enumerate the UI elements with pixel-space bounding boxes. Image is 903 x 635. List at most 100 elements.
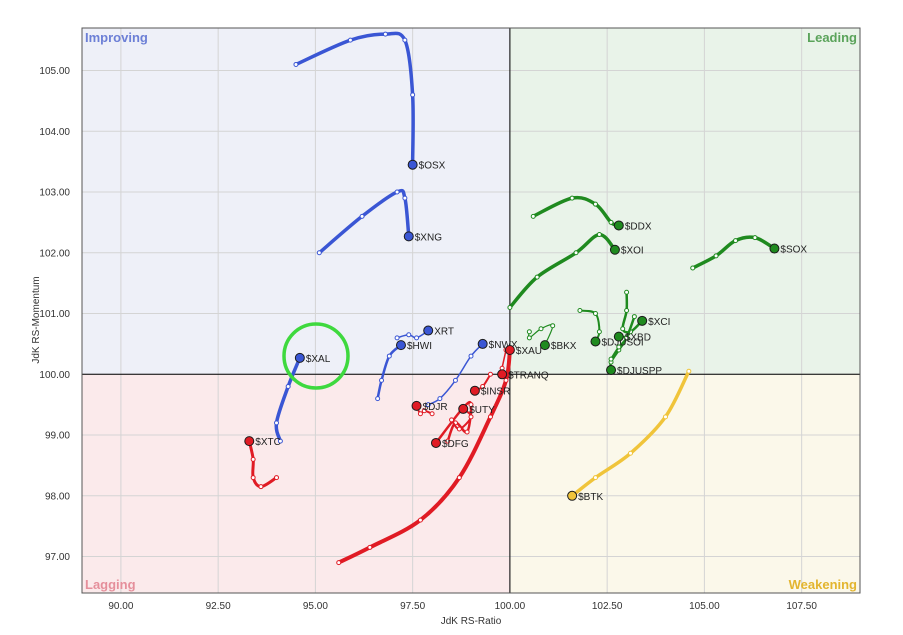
tail-point-sox [752, 235, 758, 241]
head-djuspp [606, 365, 617, 376]
quadrant-label-leading: Leading [807, 30, 857, 45]
tail-point-btk [663, 414, 668, 420]
tail-point-nwx [468, 353, 474, 359]
head-dfg [430, 437, 441, 448]
tail-point-xal [277, 438, 283, 444]
head-ddx [613, 220, 624, 231]
tail-point-xci [620, 326, 626, 332]
tail-point-dfg [445, 438, 451, 444]
label-djusoi: $DJUSOI [601, 337, 643, 348]
head-sox [769, 243, 780, 254]
tail-point-btk [686, 368, 692, 374]
y-tick-label: 98.00 [45, 491, 70, 502]
tail-point-osx [402, 37, 408, 43]
head-xoi [609, 244, 620, 255]
plot-frame [81, 27, 861, 594]
tail-point-nwx [452, 377, 458, 383]
tail-point-ddx [530, 213, 536, 219]
tail-point-xau [487, 414, 493, 420]
tail-point-btk [627, 450, 633, 456]
label-bkx: $BKX [551, 341, 577, 352]
tail-point-xbd [624, 335, 630, 341]
x-tick-label: 90.00 [108, 601, 133, 612]
label-djuspp: $DJUSPP [617, 366, 662, 377]
tail-point-djusoi [577, 308, 583, 313]
tail-point-xoi [596, 232, 602, 238]
y-tick-label: 103.00 [39, 188, 70, 199]
tail-point-xng [394, 189, 400, 195]
tail-point-djusoi [596, 329, 602, 335]
quadrant-label-weakening: Weakening [789, 577, 857, 592]
y-tick-label: 97.00 [45, 552, 70, 563]
head-xrt [423, 325, 434, 336]
y-tick-label: 104.00 [39, 127, 70, 138]
x-tick-label: 97.50 [400, 601, 425, 612]
tail-point-xtc [250, 456, 256, 462]
y-tick-label: 100.00 [39, 370, 70, 381]
tail-point-xbd [616, 344, 622, 350]
tail-point-sox [713, 253, 719, 259]
head-xng [403, 231, 414, 242]
y-tick-label: 99.00 [45, 431, 70, 442]
tail-point-xng [359, 213, 365, 219]
x-tick-label: 107.50 [786, 601, 817, 612]
tail-xal [274, 356, 302, 443]
x-axis-tick-labels: 90.00 92.50 95.00 97.50 100.00 102.50 105.00 10… [108, 601, 817, 612]
y-axis-tick-labels: 97.00 98.00 99.00 100.00 101.00 102.00 103.00 1… [39, 66, 70, 563]
x-tick-label: 95.00 [303, 601, 328, 612]
label-tranq: $TRANQ [508, 370, 549, 381]
tail-point-xoi [534, 274, 540, 280]
tail-point-xtc [274, 475, 279, 481]
tail-point-xci [624, 308, 630, 313]
tail-point-dfg [464, 429, 470, 435]
highlight-circle-xal [282, 322, 350, 390]
label-xtc: $XTC [255, 437, 281, 448]
label-hwi: $HWI [407, 341, 432, 352]
head-bkx [539, 340, 550, 351]
tail-point-xoi [507, 304, 513, 310]
label-xoi: $XOI [621, 246, 644, 257]
tail-point-ddx [608, 219, 614, 225]
quadrant-weakening [509, 374, 860, 593]
tail-point-djusoi [592, 311, 598, 317]
tail-point-xci [624, 289, 630, 295]
x-tick-label: 105.00 [689, 601, 720, 612]
tail-point-uty [456, 426, 462, 432]
tail-osx [294, 31, 415, 167]
tail-point-uty [468, 414, 474, 420]
label-dfg: $DFG [442, 439, 469, 450]
label-sox: $SOX [780, 245, 807, 256]
label-osx: $OSX [419, 161, 446, 172]
head-btk [567, 490, 578, 501]
label-xci: $XCI [648, 317, 670, 328]
y-axis-title: JdK RS-Momentum [31, 276, 42, 363]
tail-point-xau [456, 475, 462, 481]
plot-border [81, 27, 861, 594]
label-uty: $UTY [469, 405, 495, 416]
label-ddx: $DDX [625, 221, 652, 232]
x-tick-label: 100.00 [495, 601, 526, 612]
quadrant-label-improving: Improving [85, 30, 148, 45]
tail-point-hwi [386, 353, 392, 359]
head-xci [637, 315, 648, 326]
tail-point-xau [417, 517, 423, 523]
label-xng: $XNG [415, 232, 442, 243]
label-djr: $DJR [423, 402, 448, 413]
head-djusoi [590, 336, 601, 347]
head-hwi [395, 340, 406, 351]
tail-point-xbd [608, 356, 614, 362]
head-xal [294, 352, 305, 363]
head-insr [469, 385, 480, 396]
tail-point-xal [285, 383, 291, 389]
tail-point-xau [336, 560, 342, 566]
tail-point-osx [347, 37, 353, 43]
head-uty [458, 403, 469, 414]
x-tick-label: 92.50 [206, 601, 231, 612]
tail-point-insr [487, 371, 493, 377]
quadrant-improving [82, 28, 510, 375]
tail-uty [450, 407, 472, 430]
label-xbd: $XBD [625, 333, 651, 344]
label-nwx: $NWX [489, 340, 518, 351]
